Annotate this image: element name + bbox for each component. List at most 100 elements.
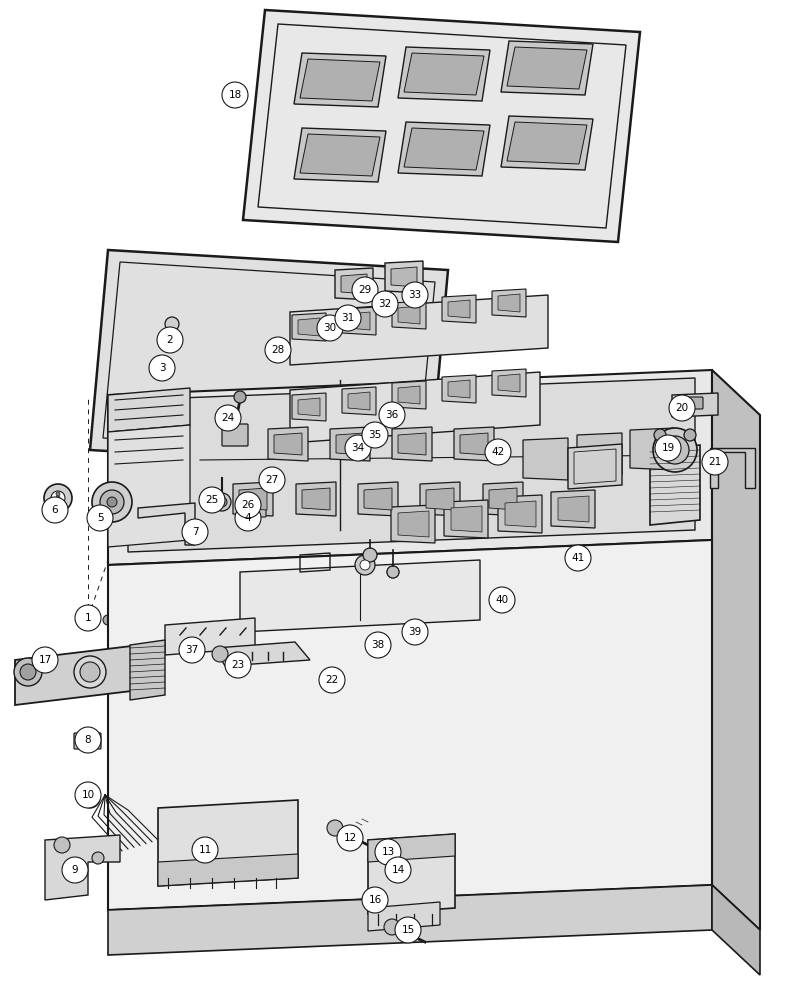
Circle shape [372, 291, 398, 317]
Polygon shape [348, 312, 370, 330]
Text: 28: 28 [272, 345, 284, 355]
Polygon shape [492, 369, 526, 397]
Polygon shape [489, 488, 517, 510]
Polygon shape [507, 122, 587, 164]
Text: 35: 35 [368, 430, 382, 440]
Polygon shape [330, 427, 370, 461]
Polygon shape [290, 295, 548, 365]
Circle shape [80, 788, 100, 808]
Polygon shape [300, 59, 380, 101]
Circle shape [86, 738, 92, 744]
Circle shape [80, 662, 100, 682]
Polygon shape [398, 386, 420, 404]
Polygon shape [444, 500, 488, 538]
Polygon shape [498, 495, 542, 533]
Circle shape [85, 793, 95, 803]
Text: 42: 42 [491, 447, 505, 457]
Circle shape [669, 395, 695, 421]
Polygon shape [426, 488, 454, 510]
Polygon shape [90, 250, 448, 470]
Circle shape [225, 652, 251, 678]
Polygon shape [138, 503, 195, 545]
Circle shape [385, 857, 411, 883]
Polygon shape [215, 642, 310, 666]
Text: 12: 12 [344, 833, 356, 843]
Circle shape [375, 839, 401, 865]
Polygon shape [290, 372, 540, 443]
Circle shape [337, 825, 363, 851]
Circle shape [384, 919, 400, 935]
Polygon shape [448, 380, 470, 398]
Text: 32: 32 [379, 299, 391, 309]
Text: 30: 30 [323, 323, 337, 333]
Polygon shape [274, 433, 302, 455]
Text: 41: 41 [571, 553, 584, 563]
Circle shape [234, 391, 246, 403]
Polygon shape [451, 506, 482, 532]
Polygon shape [368, 902, 440, 931]
Circle shape [395, 917, 421, 943]
Circle shape [215, 405, 241, 431]
Polygon shape [498, 294, 520, 312]
Circle shape [235, 492, 261, 518]
Circle shape [87, 505, 113, 531]
Polygon shape [158, 800, 298, 886]
Text: 25: 25 [205, 495, 219, 505]
Polygon shape [460, 433, 488, 455]
Circle shape [44, 484, 72, 512]
Text: 7: 7 [192, 527, 198, 537]
Polygon shape [336, 433, 364, 455]
Circle shape [74, 656, 106, 688]
Polygon shape [268, 427, 308, 461]
Polygon shape [385, 261, 423, 293]
Circle shape [103, 615, 113, 625]
FancyBboxPatch shape [687, 397, 703, 409]
Circle shape [92, 482, 132, 522]
Polygon shape [501, 41, 593, 95]
Circle shape [213, 493, 231, 511]
Polygon shape [392, 301, 426, 329]
Polygon shape [551, 490, 595, 528]
Polygon shape [712, 885, 760, 975]
FancyBboxPatch shape [244, 497, 266, 517]
Polygon shape [398, 433, 426, 455]
Text: 17: 17 [38, 655, 51, 665]
Polygon shape [368, 834, 455, 914]
Text: 1: 1 [85, 613, 91, 623]
Polygon shape [128, 378, 695, 552]
Polygon shape [335, 268, 373, 300]
Circle shape [179, 637, 205, 663]
Circle shape [402, 282, 428, 308]
Polygon shape [240, 560, 480, 632]
Circle shape [75, 782, 101, 808]
Text: 16: 16 [368, 895, 382, 905]
Polygon shape [454, 427, 494, 461]
Text: 34: 34 [352, 443, 364, 453]
Circle shape [62, 857, 88, 883]
Polygon shape [498, 374, 520, 392]
Circle shape [345, 435, 371, 461]
Polygon shape [404, 53, 484, 95]
Circle shape [149, 355, 175, 381]
Circle shape [565, 545, 591, 571]
Polygon shape [507, 47, 587, 89]
Polygon shape [108, 388, 190, 432]
Circle shape [485, 439, 511, 465]
Text: 9: 9 [72, 865, 78, 875]
Polygon shape [710, 448, 755, 488]
Polygon shape [239, 488, 267, 510]
Polygon shape [398, 306, 420, 324]
Circle shape [654, 429, 666, 441]
Text: 4: 4 [245, 513, 251, 523]
Text: 6: 6 [51, 505, 59, 515]
Polygon shape [233, 482, 273, 516]
Text: 8: 8 [85, 735, 91, 745]
Circle shape [79, 738, 85, 744]
Circle shape [235, 505, 261, 531]
Polygon shape [342, 307, 376, 335]
Polygon shape [108, 885, 712, 955]
Text: 33: 33 [409, 290, 421, 300]
Circle shape [355, 555, 375, 575]
Circle shape [387, 566, 399, 578]
Polygon shape [158, 854, 298, 886]
